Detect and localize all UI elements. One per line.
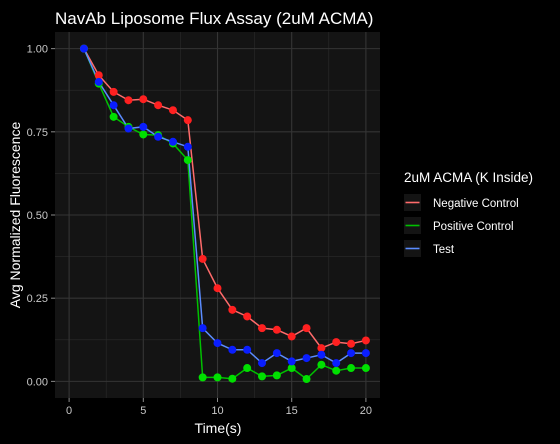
legend-title: 2uM ACMA (K Inside)	[404, 170, 533, 185]
test-point	[243, 345, 252, 354]
negative-control-point	[302, 324, 311, 333]
series-points	[79, 44, 370, 384]
x-tick-label: 5	[140, 405, 146, 417]
positive-control-point	[139, 130, 148, 139]
negative-control-point	[228, 305, 237, 314]
x-tick-label: 15	[286, 405, 298, 417]
negative-control-point	[347, 339, 356, 348]
negative-control-point	[168, 106, 177, 115]
x-axis: 0 5 10 15 20	[66, 398, 372, 417]
chart-title: NavAb Liposome Flux Assay (2uM ACMA)	[55, 9, 373, 28]
positive-control-point	[183, 156, 192, 165]
x-tick-label: 0	[66, 405, 72, 417]
y-axis: 0.00 0.25 0.50 0.75 1.00	[27, 44, 55, 388]
y-tick-label: 0.75	[27, 127, 48, 139]
positive-control-point	[258, 372, 267, 381]
negative-control-point	[109, 87, 118, 96]
test-point	[332, 359, 341, 368]
test-point	[183, 142, 192, 151]
y-tick-label: 0.00	[27, 376, 48, 388]
positive-control-point	[272, 371, 281, 380]
test-point	[124, 124, 133, 133]
legend-label-positive-control: Positive Control	[433, 221, 514, 233]
test-point	[154, 132, 163, 141]
test-point	[139, 122, 148, 131]
y-tick-label: 1.00	[27, 44, 48, 56]
negative-control-point	[213, 284, 222, 293]
negative-control-point	[94, 71, 103, 80]
positive-control-point	[243, 364, 252, 373]
positive-control-point	[347, 364, 356, 373]
positive-control-point	[228, 374, 237, 383]
positive-control-point	[287, 364, 296, 373]
y-tick-label: 0.25	[27, 293, 48, 305]
x-axis-title: Time(s)	[195, 420, 242, 436]
test-point	[287, 357, 296, 366]
legend-label-test: Test	[433, 244, 455, 256]
test-point	[213, 339, 222, 348]
positive-control-point	[361, 364, 370, 373]
negative-control-point	[332, 338, 341, 347]
legend-label-negative-control: Negative Control	[433, 198, 519, 210]
test-point	[198, 324, 207, 333]
positive-control-point	[109, 112, 118, 121]
test-point	[361, 349, 370, 358]
y-tick-label: 0.50	[27, 210, 48, 222]
test-point	[109, 101, 118, 110]
x-tick-label: 10	[211, 405, 223, 417]
negative-control-point	[243, 312, 252, 321]
positive-control-point	[302, 375, 311, 384]
negative-control-point	[317, 344, 326, 353]
positive-control-point	[317, 360, 326, 369]
test-point	[258, 359, 267, 368]
legend: 2uM ACMA (K Inside) Negative Control Posi…	[404, 170, 533, 257]
negative-control-point	[272, 325, 281, 334]
test-point	[228, 345, 237, 354]
y-axis-title: Avg Normalized Fluorescence	[7, 122, 23, 309]
test-point	[79, 44, 88, 53]
test-point	[317, 350, 326, 359]
negative-control-point	[361, 336, 370, 345]
negative-control-point	[198, 254, 207, 263]
negative-control-point	[139, 95, 148, 104]
positive-control-point	[213, 373, 222, 382]
test-point	[347, 349, 356, 358]
positive-control-point	[332, 366, 341, 375]
test-point	[302, 354, 311, 363]
negative-control-point	[183, 116, 192, 125]
x-tick-label: 20	[360, 405, 372, 417]
test-point	[94, 77, 103, 86]
positive-control-point	[198, 373, 207, 382]
negative-control-point	[124, 96, 133, 105]
test-point	[168, 137, 177, 146]
negative-control-point	[287, 332, 296, 341]
test-point	[272, 349, 281, 358]
major-gridlines	[55, 32, 380, 398]
negative-control-point	[154, 101, 163, 110]
negative-control-point	[258, 324, 267, 333]
